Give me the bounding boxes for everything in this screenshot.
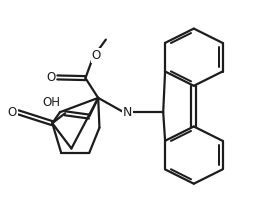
Text: O: O [91, 49, 100, 62]
Text: N: N [122, 106, 132, 119]
Text: O: O [8, 106, 17, 119]
Text: O: O [46, 71, 55, 84]
Text: OH: OH [42, 96, 60, 109]
